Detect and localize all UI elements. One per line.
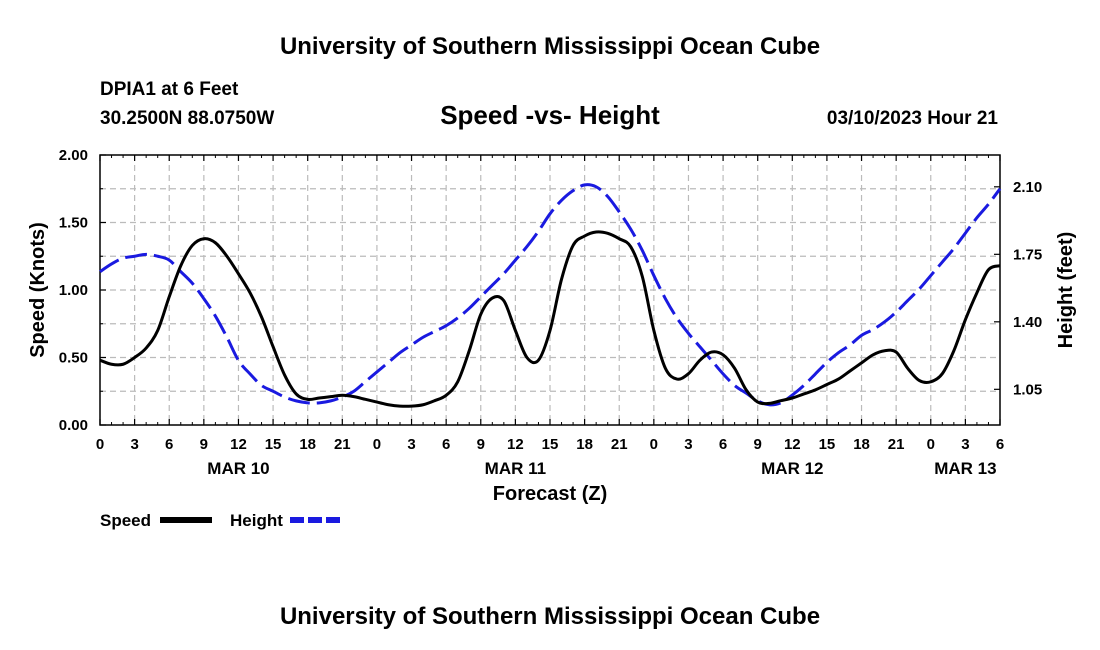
- grid: [100, 155, 1000, 425]
- x-tick-label: 18: [299, 436, 316, 453]
- footer-title: University of Southern Mississippi Ocean…: [280, 603, 820, 630]
- x-tick-label: 21: [334, 436, 351, 453]
- y2-axis-title: Height (feet): [1055, 232, 1077, 349]
- x-axis-title: Forecast (Z): [493, 483, 607, 505]
- series: [99, 183, 1002, 408]
- x-tick-label: 18: [853, 436, 870, 453]
- series-line-speed: [99, 230, 1001, 408]
- x-tick-label: 9: [754, 436, 762, 453]
- y-axis-speed: 0.00 0.50 1.00 1.50 2.00: [59, 147, 106, 434]
- chart-subtitle: Speed -vs- Height: [440, 100, 660, 130]
- x-tick-label: 18: [576, 436, 593, 453]
- x-tick-label: 3: [130, 436, 138, 453]
- y-tick-label: 1.00: [59, 282, 88, 299]
- y2-tick-label: 2.10: [1013, 179, 1042, 196]
- x-tick-label: 6: [442, 436, 450, 453]
- series-line-height: [99, 183, 1002, 407]
- x-date-label: MAR 10: [207, 459, 269, 478]
- x-tick-label: 6: [165, 436, 173, 453]
- x-tick-label: 15: [265, 436, 282, 453]
- y-tick-label: 1.50: [59, 215, 88, 232]
- x-tick-label: 3: [684, 436, 692, 453]
- x-tick-label: 9: [477, 436, 485, 453]
- x-tick-label: 0: [96, 436, 104, 453]
- y2-tick-label: 1.75: [1013, 246, 1042, 263]
- legend-speed-label: Speed: [100, 511, 151, 530]
- x-tick-label: 21: [611, 436, 628, 453]
- x-tick-label: 12: [784, 436, 801, 453]
- y-tick-label: 2.00: [59, 147, 88, 164]
- coords-label: 30.2500N 88.0750W: [100, 108, 274, 129]
- x-tick-label: 0: [927, 436, 935, 453]
- x-tick-label: 0: [650, 436, 658, 453]
- station-label: DPIA1 at 6 Feet: [100, 79, 239, 100]
- forecast-datetime: 03/10/2023 Hour 21: [827, 108, 999, 129]
- x-date-label: MAR 12: [761, 459, 823, 478]
- y-tick-label: 0.00: [59, 417, 88, 434]
- x-tick-label: 6: [719, 436, 727, 453]
- x-tick-label: 3: [407, 436, 415, 453]
- y-axis-title: Speed (Knots): [27, 222, 49, 358]
- legend-height-label: Height: [230, 511, 283, 530]
- x-tick-label: 0: [373, 436, 381, 453]
- x-date-label: MAR 13: [934, 459, 996, 478]
- legend: Speed Height: [100, 511, 342, 530]
- x-tick-label: 12: [507, 436, 524, 453]
- x-tick-label: 12: [230, 436, 247, 453]
- x-date-label: MAR 11: [485, 459, 546, 478]
- page-title: University of Southern Mississippi Ocean…: [280, 33, 820, 60]
- x-tick-label: 9: [200, 436, 208, 453]
- y-axis-height: 1.05 1.40 1.75 2.10: [994, 179, 1042, 398]
- x-tick-label: 15: [542, 436, 559, 453]
- x-tick-label: 21: [888, 436, 905, 453]
- x-tick-label: 3: [961, 436, 969, 453]
- y2-tick-label: 1.05: [1013, 381, 1042, 398]
- x-axis: 0 3 6 9 12 15 18 21 0 3 6 9 12 15 18 21 0 3 6 9 12 15 18 21 0 3 6M…: [96, 155, 1004, 478]
- x-tick-label: 15: [819, 436, 836, 453]
- x-tick-label: 6: [996, 436, 1004, 453]
- y2-tick-label: 1.40: [1013, 314, 1042, 331]
- y-tick-label: 0.50: [59, 350, 88, 367]
